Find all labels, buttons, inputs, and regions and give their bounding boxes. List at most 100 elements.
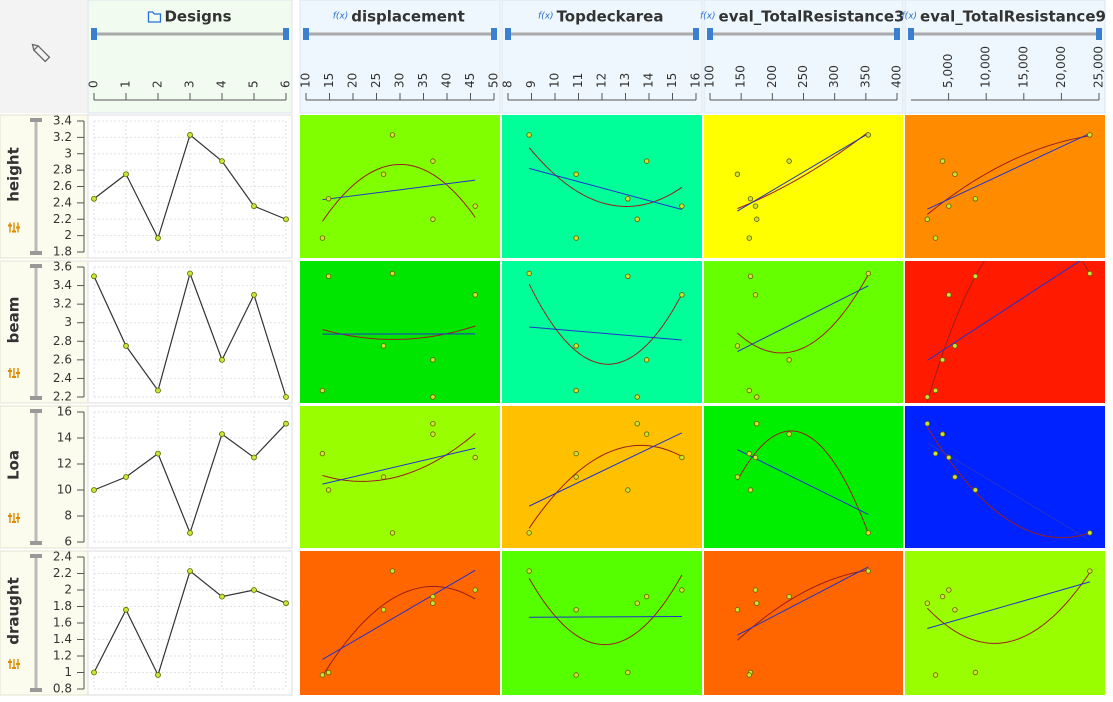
scatter-point [573,171,579,177]
scatter-cell [704,261,903,403]
scatter-point [526,568,532,574]
range-handle[interactable] [30,396,42,400]
scatter-point [932,672,939,678]
scatter-point [865,530,872,536]
scatter-point [939,431,946,437]
tick-label: 2 [64,228,72,242]
linear-fit [322,569,476,660]
edit-icon[interactable] [30,42,51,63]
linear-fit [529,616,682,618]
column-title: eval_TotalResistance3 [719,8,905,26]
range-handle[interactable] [894,28,900,40]
tick-label: 2.2 [53,390,72,404]
tick-label: 3.4 [53,278,72,292]
filter-icon [8,222,20,233]
scatter-point [430,431,436,437]
tick-label: 9 [524,80,538,88]
scatter-point [634,394,640,400]
scatter-point [754,421,760,427]
range-handle[interactable] [693,28,699,40]
tick-label: 12 [595,73,609,88]
design-point [187,132,193,138]
design-point [123,171,129,178]
range-handle[interactable] [30,118,42,122]
quadratic-fit [322,163,476,222]
design-point [283,216,289,223]
quadratic-fit [737,131,869,210]
row-name: beam [5,297,23,344]
icon-knob [8,224,12,227]
scatter-point [924,394,931,400]
scatter-point [786,593,792,600]
quadratic-fit [926,426,1090,539]
scatter-point [430,357,436,363]
scatter-cell [905,551,1105,695]
design-point [187,530,193,536]
range-handle[interactable] [491,28,497,40]
scatter-point [746,450,752,457]
scatter-point [634,421,640,427]
range-handle[interactable] [1096,28,1102,40]
tick-label: 45 [463,73,477,88]
scatter-point [573,607,579,613]
scatter-point [932,387,939,394]
tick-label: 25 [369,73,383,88]
linear-fit [322,447,476,485]
range-handle[interactable] [30,251,42,255]
design-point [251,587,257,593]
scatter-point [319,450,326,457]
scatter-point [389,270,396,277]
range-handle[interactable] [30,688,42,692]
scatter-point [625,273,631,279]
scatter-point [786,357,792,363]
range-handle[interactable] [303,28,309,40]
column-header [904,0,1106,114]
icon-knob [12,376,16,378]
scatter-point [734,607,741,613]
quadratic-fit [926,261,1091,402]
range-handle[interactable] [30,264,42,268]
design-point [219,356,225,363]
filter-icon [8,659,20,669]
scatter-point [643,593,650,600]
tick-label: 3.2 [53,130,72,144]
tick-label: 6 [64,535,72,549]
tick-label: 1 [64,665,72,679]
tick-label: 250 [796,65,810,88]
tick-label: 100 [703,65,717,88]
design-point [123,606,129,613]
tick-label: 10 [299,73,313,88]
tick-label: 2 [64,583,72,597]
range-handle[interactable] [283,28,289,40]
filter-icon [8,368,20,378]
quadratic-fit [528,147,683,207]
scatter-point [946,203,952,209]
design-point [283,394,289,400]
range-handle[interactable] [908,28,914,40]
range-handle[interactable] [91,28,97,40]
tick-label: 8 [64,509,72,523]
scatter-cell [905,261,1105,403]
range-handle[interactable] [30,409,42,413]
range-handle[interactable] [30,554,42,558]
scatter-point [325,669,332,676]
quadratic-fit [528,574,683,646]
scatter-point [924,421,931,427]
tick-label: 2.4 [53,195,72,209]
column-title: Topdeckarea [557,8,664,26]
linear-fit [927,132,1091,210]
icon-knob [12,230,16,233]
quadratic-fit [322,433,476,482]
scatter-point [472,454,478,461]
range-handle[interactable] [707,28,713,40]
scatter-point [430,216,436,222]
scatter-point [752,203,759,209]
range-handle[interactable] [30,541,42,545]
range-handle[interactable] [505,28,511,40]
design-point [187,568,193,574]
linear-fit [529,167,683,211]
scatter-point [1087,270,1093,277]
scatter-point [786,158,792,164]
tick-label: 150 [734,65,748,88]
formula-icon: f(x) [333,12,349,22]
